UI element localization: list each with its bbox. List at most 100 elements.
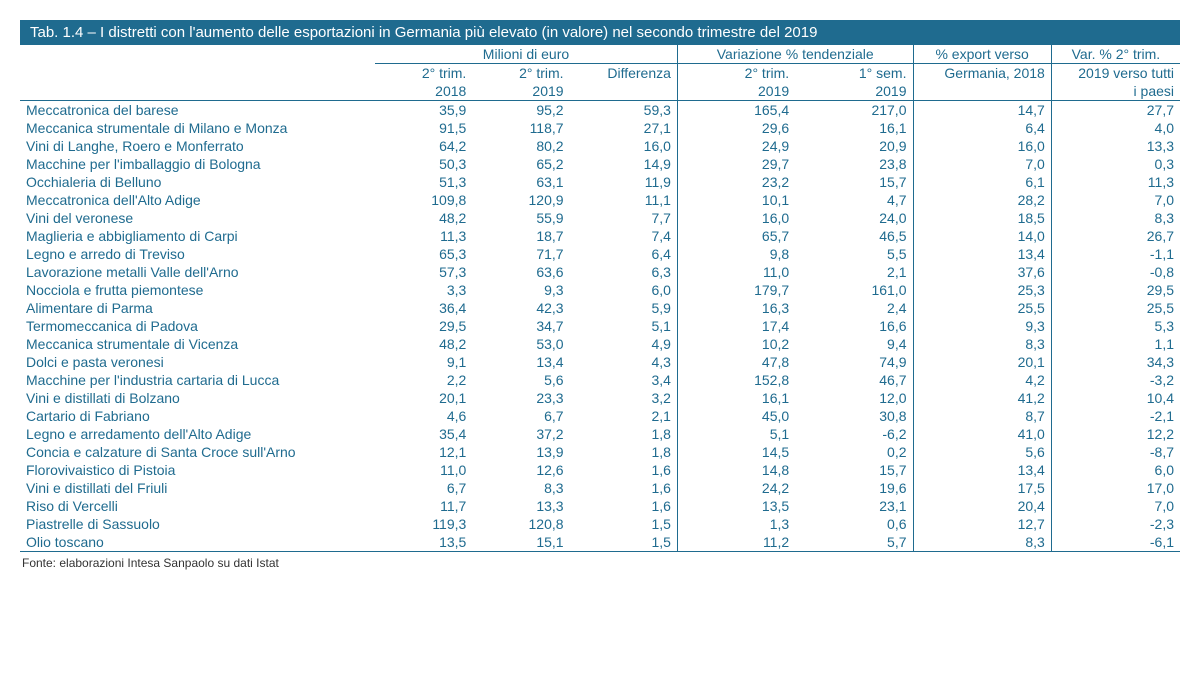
cell-all: 7,0 xyxy=(1051,497,1180,515)
cell-v1: 46,7 xyxy=(795,371,913,389)
table-row: Piastrelle di Sassuolo119,3120,81,51,30,… xyxy=(20,515,1180,533)
cell-v2: 14,8 xyxy=(677,461,795,479)
hdr-group-export: % export verso xyxy=(913,45,1051,64)
cell-all: 13,3 xyxy=(1051,137,1180,155)
cell-t19: 55,9 xyxy=(472,209,569,227)
cell-v2: 29,6 xyxy=(677,119,795,137)
table-row: Legno e arredamento dell'Alto Adige35,43… xyxy=(20,425,1180,443)
cell-exp: 12,7 xyxy=(913,515,1051,533)
cell-v1: 46,5 xyxy=(795,227,913,245)
cell-v1: 20,9 xyxy=(795,137,913,155)
cell-exp: 13,4 xyxy=(913,245,1051,263)
cell-t18: 119,3 xyxy=(375,515,472,533)
hdr-c5b: 2019 xyxy=(795,82,913,101)
cell-t18: 3,3 xyxy=(375,281,472,299)
cell-v2: 152,8 xyxy=(677,371,795,389)
cell-diff: 4,9 xyxy=(570,335,678,353)
cell-v1: 2,4 xyxy=(795,299,913,317)
cell-t18: 50,3 xyxy=(375,155,472,173)
cell-diff: 5,1 xyxy=(570,317,678,335)
cell-v2: 9,8 xyxy=(677,245,795,263)
cell-v2: 14,5 xyxy=(677,443,795,461)
cell-exp: 9,3 xyxy=(913,317,1051,335)
table-row: Legno e arredo di Treviso65,371,76,49,85… xyxy=(20,245,1180,263)
table-row: Macchine per l'imballaggio di Bologna50,… xyxy=(20,155,1180,173)
cell-v2: 16,1 xyxy=(677,389,795,407)
cell-exp: 13,4 xyxy=(913,461,1051,479)
cell-t19: 63,6 xyxy=(472,263,569,281)
cell-all: 0,3 xyxy=(1051,155,1180,173)
cell-t18: 57,3 xyxy=(375,263,472,281)
table-row: Concia e calzature di Santa Croce sull'A… xyxy=(20,443,1180,461)
cell-v1: 23,8 xyxy=(795,155,913,173)
cell-diff: 27,1 xyxy=(570,119,678,137)
cell-t19: 80,2 xyxy=(472,137,569,155)
cell-v2: 13,5 xyxy=(677,497,795,515)
hdr-group-milioni: Milioni di euro xyxy=(375,45,677,64)
cell-t19: 120,9 xyxy=(472,191,569,209)
cell-diff: 11,1 xyxy=(570,191,678,209)
cell-exp: 4,2 xyxy=(913,371,1051,389)
cell-t18: 11,7 xyxy=(375,497,472,515)
cell-all: -0,8 xyxy=(1051,263,1180,281)
table-row: Lavorazione metalli Valle dell'Arno57,36… xyxy=(20,263,1180,281)
row-label: Maglieria e abbigliamento di Carpi xyxy=(20,227,375,245)
row-label: Meccanica strumentale di Vicenza xyxy=(20,335,375,353)
table-row: Maglieria e abbigliamento di Carpi11,318… xyxy=(20,227,1180,245)
cell-all: -8,7 xyxy=(1051,443,1180,461)
cell-t18: 6,7 xyxy=(375,479,472,497)
cell-diff: 1,6 xyxy=(570,479,678,497)
cell-all: 10,4 xyxy=(1051,389,1180,407)
hdr-c4a: 2° trim. xyxy=(677,64,795,83)
cell-v2: 23,2 xyxy=(677,173,795,191)
cell-all: 11,3 xyxy=(1051,173,1180,191)
cell-v1: 16,6 xyxy=(795,317,913,335)
row-label: Vini di Langhe, Roero e Monferrato xyxy=(20,137,375,155)
cell-all: 5,3 xyxy=(1051,317,1180,335)
row-label: Meccatronica del barese xyxy=(20,101,375,120)
cell-diff: 14,9 xyxy=(570,155,678,173)
cell-t19: 13,9 xyxy=(472,443,569,461)
cell-v2: 10,1 xyxy=(677,191,795,209)
cell-v2: 11,2 xyxy=(677,533,795,552)
cell-v2: 16,3 xyxy=(677,299,795,317)
cell-all: 27,7 xyxy=(1051,101,1180,120)
cell-exp: 14,7 xyxy=(913,101,1051,120)
cell-v1: 12,0 xyxy=(795,389,913,407)
row-label: Termomeccanica di Padova xyxy=(20,317,375,335)
cell-t19: 95,2 xyxy=(472,101,569,120)
cell-t18: 2,2 xyxy=(375,371,472,389)
cell-diff: 16,0 xyxy=(570,137,678,155)
cell-v1: 161,0 xyxy=(795,281,913,299)
cell-exp: 25,5 xyxy=(913,299,1051,317)
cell-exp: 20,1 xyxy=(913,353,1051,371)
hdr-c3b: Differenza xyxy=(570,64,678,83)
table-title: Tab. 1.4 – I distretti con l'aumento del… xyxy=(20,20,1180,45)
table-row: Nocciola e frutta piemontese3,39,36,0179… xyxy=(20,281,1180,299)
table-row: Meccanica strumentale di Vicenza48,253,0… xyxy=(20,335,1180,353)
row-label: Piastrelle di Sassuolo xyxy=(20,515,375,533)
cell-t18: 91,5 xyxy=(375,119,472,137)
cell-diff: 59,3 xyxy=(570,101,678,120)
cell-all: 1,1 xyxy=(1051,335,1180,353)
cell-exp: 6,1 xyxy=(913,173,1051,191)
cell-t19: 63,1 xyxy=(472,173,569,191)
cell-all: 6,0 xyxy=(1051,461,1180,479)
cell-diff: 1,6 xyxy=(570,497,678,515)
cell-v1: 24,0 xyxy=(795,209,913,227)
hdr-c7a: 2019 verso tutti xyxy=(1051,64,1180,83)
cell-diff: 3,4 xyxy=(570,371,678,389)
cell-v2: 165,4 xyxy=(677,101,795,120)
cell-diff: 1,5 xyxy=(570,515,678,533)
table-container: Tab. 1.4 – I distretti con l'aumento del… xyxy=(20,20,1180,570)
table-row: Riso di Vercelli11,713,31,613,523,120,47… xyxy=(20,497,1180,515)
cell-t19: 34,7 xyxy=(472,317,569,335)
cell-v2: 1,3 xyxy=(677,515,795,533)
table-row: Vini di Langhe, Roero e Monferrato64,280… xyxy=(20,137,1180,155)
row-label: Macchine per l'industria cartaria di Luc… xyxy=(20,371,375,389)
cell-exp: 18,5 xyxy=(913,209,1051,227)
row-label: Legno e arredo di Treviso xyxy=(20,245,375,263)
cell-exp: 37,6 xyxy=(913,263,1051,281)
cell-v1: 30,8 xyxy=(795,407,913,425)
cell-v2: 5,1 xyxy=(677,425,795,443)
